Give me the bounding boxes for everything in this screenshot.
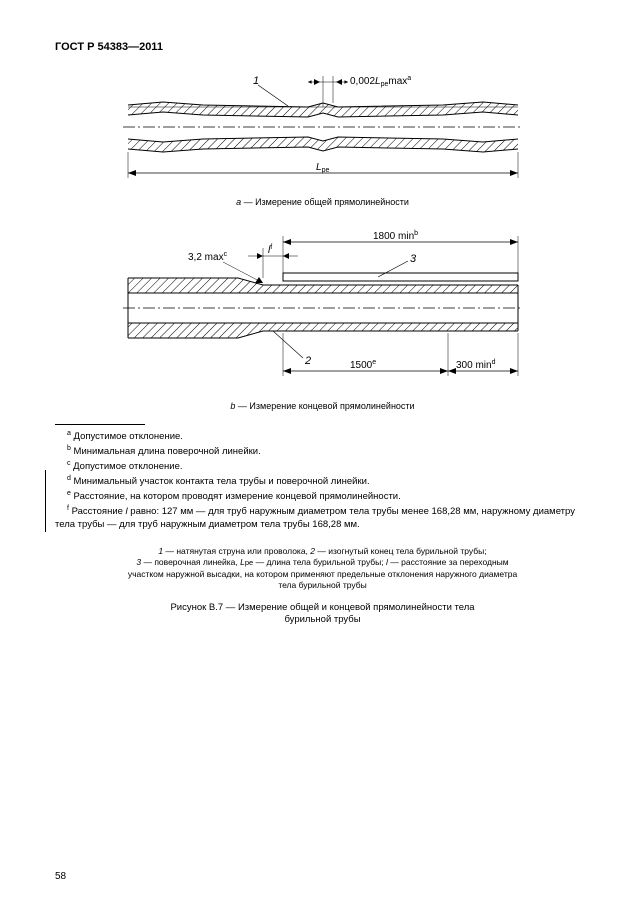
footnote-a: a Допустимое отклонение. [55, 429, 590, 444]
footnote-f: f Расстояние l равно: 127 мм — для труб … [55, 504, 590, 532]
revision-bar [45, 470, 46, 532]
figure-b: 1800 minb lf 3,2 maxc 3 [55, 228, 590, 412]
dim-300: 300 mind [456, 359, 496, 371]
dim-lpe: Lpe [316, 162, 329, 174]
doc-header: ГОСТ Р 54383—2011 [55, 40, 590, 55]
dim-32: 3,2 maxc [188, 251, 228, 263]
callout-3: 3 [410, 253, 417, 265]
figure-title: Рисунок В.7 — Измерение общей и концевой… [55, 602, 590, 628]
figure-a: 1 0,002Lpemaxa Lpe a — Измерение общей п… [55, 70, 590, 208]
page-number: 58 [55, 870, 66, 884]
figure-a-svg: 1 0,002Lpemaxa Lpe [108, 70, 538, 190]
dim-l: lf [268, 244, 272, 256]
legend: 1 — натянутая струна или проволока, 2 — … [123, 546, 523, 592]
footnote-d: d Минимальный участок контакта тела труб… [55, 474, 590, 489]
figure-a-caption: a — Измерение общей прямолинейности [55, 196, 590, 208]
figure-b-caption: b — Измерение концевой прямолинейности [55, 400, 590, 412]
footnote-e: e Расстояние, на котором проводят измере… [55, 489, 590, 504]
dim-1500: 1500e [350, 359, 376, 371]
figure-b-svg: 1800 minb lf 3,2 maxc 3 [108, 228, 538, 388]
footnote-b: b Минимальная длина поверочной линейки. [55, 444, 590, 459]
page: ГОСТ Р 54383—2011 [0, 0, 630, 913]
footnote-rule [55, 424, 145, 425]
dim-1800: 1800 minb [373, 230, 418, 242]
footnote-c: c Допустимое отклонение. [55, 459, 590, 474]
callout-2: 2 [304, 355, 311, 367]
callout-1: 1 [253, 75, 259, 87]
tol-label: 0,002Lpemaxa [350, 75, 411, 88]
footnotes: a Допустимое отклонение. b Минимальная д… [55, 429, 590, 532]
